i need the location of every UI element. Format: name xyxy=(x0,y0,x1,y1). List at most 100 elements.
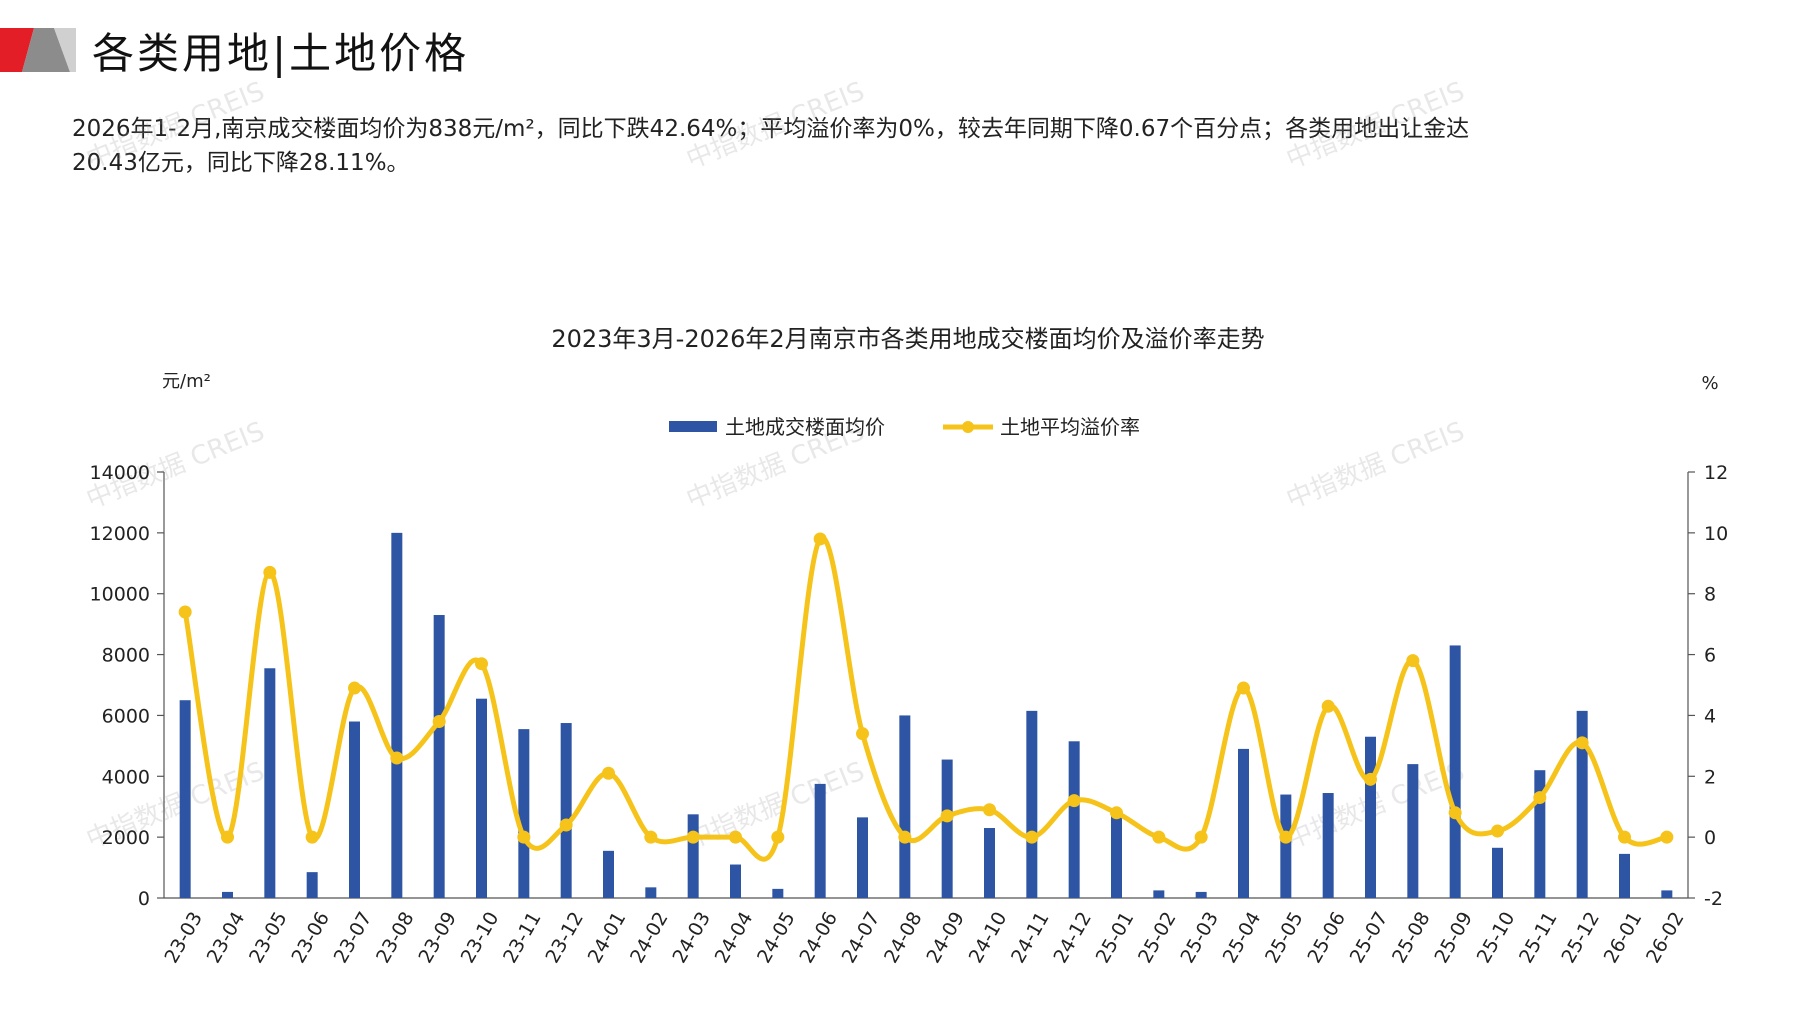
x-tick-label: 24-08 xyxy=(880,908,927,967)
legend-line-marker xyxy=(962,421,974,433)
legend-bar-swatch xyxy=(669,421,717,432)
bar xyxy=(1111,814,1122,898)
x-tick-label: 23-08 xyxy=(372,908,419,967)
x-tick-label: 25-10 xyxy=(1473,908,1520,967)
y-tick-left-label: 0 xyxy=(138,888,150,910)
x-tick-label: 25-11 xyxy=(1515,908,1562,967)
x-tick-label: 24-02 xyxy=(626,908,673,967)
bar xyxy=(433,615,445,898)
line-series xyxy=(178,532,1674,862)
line-point xyxy=(1237,681,1250,695)
x-tick-label: 26-01 xyxy=(1600,908,1647,967)
bar xyxy=(772,888,784,898)
bar xyxy=(179,700,191,898)
y-tick-left-label: 2000 xyxy=(102,827,150,849)
bar xyxy=(264,668,276,898)
bar xyxy=(1322,793,1334,898)
line-point xyxy=(983,803,996,817)
line-point xyxy=(1575,736,1589,750)
brand-logo xyxy=(0,28,76,72)
bar xyxy=(687,814,699,898)
bar xyxy=(518,729,530,898)
line-point xyxy=(475,657,488,671)
line-point xyxy=(1321,699,1335,713)
y-tick-left-label: 10000 xyxy=(90,584,150,606)
bar xyxy=(391,532,403,898)
bar xyxy=(1153,890,1165,898)
y-tick-right-label: 6 xyxy=(1704,645,1716,667)
x-tick-label: 23-09 xyxy=(414,908,461,967)
summary-line-2: 20.43亿元，同比下降28.11%。 xyxy=(72,150,410,176)
x-tick-label: 25-08 xyxy=(1388,908,1435,967)
y-tick-left-label: 4000 xyxy=(102,766,150,788)
bar xyxy=(1026,710,1038,898)
line-point xyxy=(729,830,742,844)
bar xyxy=(730,864,741,898)
x-tick-label: 23-06 xyxy=(287,908,334,967)
line-point xyxy=(1618,830,1631,844)
bar xyxy=(349,721,360,898)
y-tick-right-label: 2 xyxy=(1704,766,1716,788)
bar xyxy=(1238,748,1249,898)
bar xyxy=(1661,890,1673,898)
line-point xyxy=(432,715,446,729)
line-point xyxy=(559,818,573,832)
line-point xyxy=(178,605,192,619)
line-point xyxy=(263,565,277,579)
y-tick-left-label: 12000 xyxy=(90,523,150,545)
y-tick-right-label: 0 xyxy=(1704,827,1716,849)
bar xyxy=(1365,736,1376,898)
premium-rate-line xyxy=(182,535,1668,862)
axes: 0 2000 4000 6000 8000 10000 12000 14000 -2 0 2 4 6 8 1… xyxy=(90,462,1729,910)
bar xyxy=(1195,891,1207,898)
line-point xyxy=(221,830,234,844)
bar xyxy=(1619,853,1630,898)
bar xyxy=(899,715,911,898)
x-tick-label: 25-12 xyxy=(1557,908,1604,967)
y-axis-label-left: 元/m² xyxy=(162,371,211,392)
line-point xyxy=(813,532,827,546)
bar xyxy=(645,887,657,898)
summary-line-1: 2026年1-2月,南京成交楼面均价为838元/m²，同比下跌42.64%；平均… xyxy=(72,116,1470,142)
line-point xyxy=(1194,830,1208,844)
x-tick-label: 25-04 xyxy=(1219,908,1266,967)
line-point xyxy=(1448,806,1462,820)
x-tick-label: 26-02 xyxy=(1642,908,1689,967)
y-tick-right-label: 4 xyxy=(1704,705,1716,727)
x-tick-label: 25-06 xyxy=(1303,908,1350,967)
line-point xyxy=(686,830,700,844)
bar xyxy=(1534,770,1546,898)
line-point xyxy=(602,766,615,780)
page-title: 各类用地|土地价格 xyxy=(92,29,470,78)
line-point xyxy=(1660,830,1674,844)
line-point xyxy=(517,830,531,844)
x-tick-label: 24-01 xyxy=(584,908,631,967)
bar xyxy=(603,850,614,898)
bar xyxy=(1576,710,1588,898)
legend: 土地成交楼面均价 土地平均溢价率 xyxy=(669,415,1140,439)
x-tick-label: 24-12 xyxy=(1049,908,1096,967)
line-point xyxy=(1110,806,1123,820)
y-axis-label-right: % xyxy=(1701,373,1718,394)
x-tick-label: 23-12 xyxy=(541,908,588,967)
bar xyxy=(1449,645,1461,898)
x-tick-label: 24-03 xyxy=(668,908,715,967)
y-tick-right-label: -2 xyxy=(1704,888,1723,910)
line-point xyxy=(771,830,785,844)
bar xyxy=(941,759,953,898)
line-point xyxy=(1364,772,1377,786)
line-point xyxy=(856,727,869,741)
x-tick-label: 24-11 xyxy=(1007,908,1054,967)
x-tick-label: 24-04 xyxy=(711,908,758,967)
line-point xyxy=(1533,791,1547,805)
summary-text: 2026年1-2月,南京成交楼面均价为838元/m²，同比下跌42.64%；平均… xyxy=(72,112,1732,180)
x-tick-label: 24-05 xyxy=(753,908,800,967)
bar-series xyxy=(179,532,1673,898)
x-tick-label: 23-04 xyxy=(203,908,250,967)
x-tick-label: 25-05 xyxy=(1261,908,1308,967)
bar xyxy=(1280,794,1292,898)
x-tick-label: 23-03 xyxy=(160,908,207,967)
y-tick-right-label: 8 xyxy=(1704,584,1716,606)
line-point xyxy=(348,681,361,695)
bar xyxy=(476,698,487,898)
